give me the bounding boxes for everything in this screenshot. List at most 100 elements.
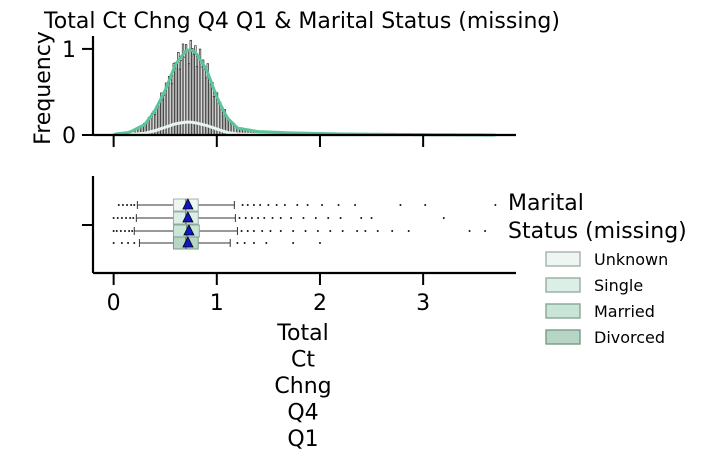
- box-outlier: [292, 230, 295, 232]
- legend-swatch: [545, 303, 581, 319]
- boxes: [112, 198, 497, 250]
- box-mean-marker: [183, 224, 195, 236]
- box-outlier: [131, 230, 134, 232]
- box-divorced: [112, 236, 321, 250]
- box-x-ticks: 0 1 2 3: [107, 273, 430, 316]
- box-outlier: [243, 242, 246, 244]
- box-outlier: [327, 217, 330, 219]
- box-outlier: [259, 204, 262, 206]
- box-outlier: [329, 230, 332, 232]
- box-outlier: [292, 242, 295, 244]
- box-outlier: [442, 217, 445, 219]
- box-outlier: [128, 230, 131, 232]
- hist-y-tick-label: 1: [62, 38, 76, 63]
- box-married: [112, 224, 487, 238]
- box-unknown: [117, 198, 497, 212]
- box-outlier: [271, 217, 274, 219]
- box-outlier: [241, 204, 244, 206]
- box-outlier: [133, 204, 136, 206]
- box-x-tick-label: 2: [313, 291, 327, 316]
- box-outlier: [246, 230, 249, 232]
- hist-y-tick-label: 0: [62, 124, 76, 149]
- box-outlier: [123, 230, 126, 232]
- box-outlier: [494, 204, 497, 206]
- boxplot-plot: 0 1 2 3: [82, 176, 516, 316]
- box-outlier: [121, 204, 124, 206]
- box-outlier: [341, 230, 344, 232]
- legend-title-line-1: Marital: [508, 191, 584, 216]
- box-outlier: [364, 230, 367, 232]
- box-outlier: [302, 217, 305, 219]
- box-outlier: [314, 217, 317, 219]
- hist-y-ticks: 01: [62, 38, 93, 149]
- box-outlier: [337, 204, 340, 206]
- box-outlier: [126, 204, 129, 206]
- box-outlier: [424, 204, 427, 206]
- box-outlier: [112, 217, 115, 219]
- box-outlier: [119, 230, 122, 232]
- box-outlier: [238, 217, 241, 219]
- box-outlier: [370, 217, 373, 219]
- box-outlier: [318, 242, 321, 244]
- box-outlier: [130, 204, 133, 206]
- x-axis-label-line: Total: [276, 321, 328, 346]
- box-outlier: [116, 217, 119, 219]
- box-outlier: [252, 204, 255, 206]
- box-outlier: [263, 217, 266, 219]
- hist-ylabel: Frequency: [31, 31, 56, 145]
- histogram-plot: 01: [62, 36, 516, 149]
- box-outlier: [265, 242, 268, 244]
- box-outlier: [376, 230, 379, 232]
- box-outlier: [339, 217, 342, 219]
- box-outlier: [132, 217, 135, 219]
- box-outlier: [391, 230, 394, 232]
- box-outlier: [236, 242, 239, 244]
- box-outlier: [129, 217, 132, 219]
- box-outlier: [321, 204, 324, 206]
- legend-swatch: [545, 329, 581, 345]
- legend-label: Single: [594, 276, 643, 295]
- box-mean-marker: [182, 236, 194, 248]
- box-mean-marker: [182, 198, 194, 210]
- box-x-tick-label: 3: [416, 291, 430, 316]
- box-outlier: [246, 204, 249, 206]
- box-mean-marker: [182, 211, 194, 223]
- box-outlier: [407, 230, 410, 232]
- box-x-tick-label: 1: [210, 291, 224, 316]
- box-outlier: [127, 242, 130, 244]
- box-outlier: [304, 230, 307, 232]
- box-outlier: [112, 230, 115, 232]
- legend-swatch: [545, 277, 581, 293]
- box-outlier: [290, 217, 293, 219]
- legend-label: Married: [594, 302, 655, 321]
- box-outlier: [120, 217, 123, 219]
- legend-title-line-2: Status (missing): [508, 219, 687, 244]
- box-outlier: [252, 230, 255, 232]
- hist-x-ticks: [112, 135, 425, 147]
- box-outlier: [120, 242, 123, 244]
- box-outlier: [316, 230, 319, 232]
- legend-label: Divorced: [594, 328, 665, 347]
- x-axis-label-line: Ct: [291, 348, 315, 373]
- x-axis-label-line: Q4: [287, 401, 318, 426]
- box-outlier: [112, 242, 115, 244]
- box-outlier: [269, 230, 272, 232]
- box-single: [112, 211, 445, 225]
- box-outlier: [354, 204, 357, 206]
- box-outlier: [484, 230, 487, 232]
- legend-label: Unknown: [594, 250, 668, 269]
- box-outlier: [244, 217, 247, 219]
- box-x-tick-label: 0: [107, 291, 121, 316]
- box-outlier: [125, 217, 128, 219]
- box-outlier: [257, 217, 260, 219]
- box-outlier: [261, 230, 264, 232]
- box-outlier: [279, 230, 282, 232]
- legend: Marital Status (missing) Unknown Single Ma…: [508, 191, 687, 347]
- box-outlier: [283, 204, 286, 206]
- box-outlier: [240, 230, 243, 232]
- box-outlier: [279, 217, 282, 219]
- box-outlier: [115, 230, 118, 232]
- box-outlier: [275, 204, 278, 206]
